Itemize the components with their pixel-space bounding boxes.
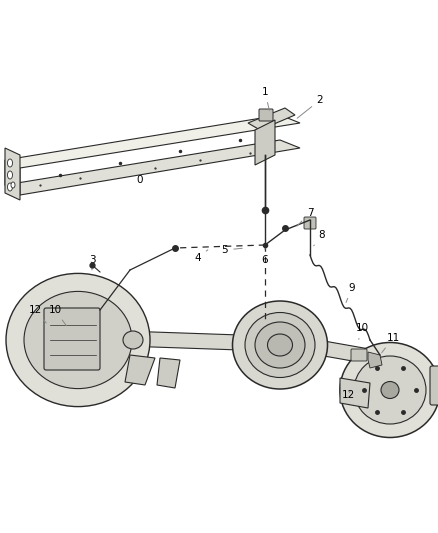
Ellipse shape xyxy=(340,343,438,438)
Text: 10: 10 xyxy=(49,305,67,326)
Ellipse shape xyxy=(7,171,13,179)
Ellipse shape xyxy=(63,326,93,354)
Text: 2: 2 xyxy=(297,95,323,118)
Ellipse shape xyxy=(245,312,315,377)
Ellipse shape xyxy=(7,183,13,191)
Text: 3: 3 xyxy=(88,255,95,270)
Polygon shape xyxy=(5,140,300,195)
Polygon shape xyxy=(125,355,155,385)
Text: 5: 5 xyxy=(222,245,242,255)
Polygon shape xyxy=(368,352,382,368)
FancyBboxPatch shape xyxy=(259,109,273,121)
FancyBboxPatch shape xyxy=(351,349,367,361)
Text: 12: 12 xyxy=(341,390,355,400)
Polygon shape xyxy=(5,160,20,195)
Polygon shape xyxy=(5,148,20,200)
Text: 11: 11 xyxy=(381,333,399,353)
Text: 12: 12 xyxy=(28,305,46,323)
Polygon shape xyxy=(290,335,375,365)
Polygon shape xyxy=(255,120,275,165)
Ellipse shape xyxy=(354,356,426,424)
Text: 10: 10 xyxy=(356,323,368,340)
Text: 9: 9 xyxy=(346,283,355,302)
Ellipse shape xyxy=(255,322,305,368)
Text: 1: 1 xyxy=(261,87,269,110)
Polygon shape xyxy=(340,378,370,408)
Ellipse shape xyxy=(233,301,328,389)
Ellipse shape xyxy=(24,292,132,389)
Polygon shape xyxy=(157,358,180,388)
Ellipse shape xyxy=(11,182,15,188)
FancyBboxPatch shape xyxy=(304,217,316,229)
Polygon shape xyxy=(95,330,240,350)
Ellipse shape xyxy=(7,159,13,167)
Ellipse shape xyxy=(123,331,143,349)
FancyBboxPatch shape xyxy=(430,366,438,405)
Text: 0: 0 xyxy=(137,175,143,185)
Ellipse shape xyxy=(6,273,150,407)
Polygon shape xyxy=(248,108,295,130)
FancyBboxPatch shape xyxy=(44,308,100,370)
Text: 4: 4 xyxy=(194,250,208,263)
Text: 8: 8 xyxy=(314,230,325,246)
Polygon shape xyxy=(5,115,300,168)
Ellipse shape xyxy=(381,382,399,399)
Text: 6: 6 xyxy=(261,248,268,265)
Ellipse shape xyxy=(268,334,293,356)
Text: 7: 7 xyxy=(297,208,313,226)
